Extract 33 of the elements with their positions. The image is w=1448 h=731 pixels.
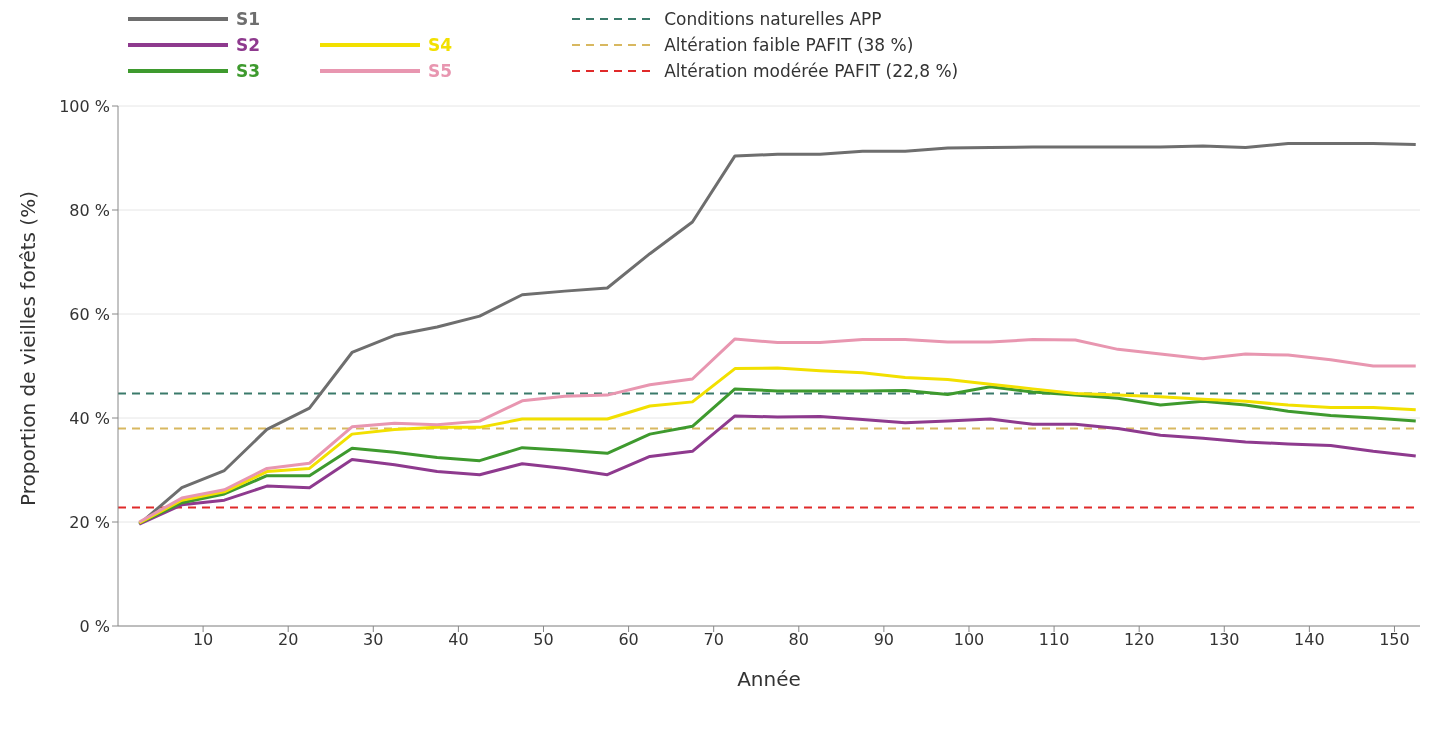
x-tick-label: 130 [1209, 630, 1240, 650]
legend-label: Conditions naturelles APP [664, 9, 882, 29]
text: S5 [428, 61, 453, 81]
x-tick-label: 10 [192, 630, 214, 650]
text: S4 [428, 35, 453, 55]
x-tick-label: 30 [363, 630, 384, 650]
x-tick-label: 100 [953, 630, 985, 650]
x-tick-label: 80 [788, 630, 809, 650]
x-tick-label: 90 [873, 630, 895, 650]
text: S2 [236, 35, 261, 55]
x-axis-title: Année [737, 667, 801, 691]
y-axis-title: Proportion de vieilles forêts (%) [16, 191, 41, 506]
x-tick-label: 40 [448, 630, 469, 650]
x-tick-label: 120 [1123, 630, 1155, 650]
y-tick-label: 0 % [79, 616, 110, 636]
legend-label: Altération faible PAFIT (38 %) [664, 35, 914, 55]
y-tick-label: 100 % [59, 96, 110, 116]
y-tick-label: 40 % [69, 408, 110, 428]
x-tick-label: 20 [278, 630, 299, 650]
text: S1 [236, 9, 261, 29]
line-series [137, 414, 1418, 526]
text: S3 [236, 61, 261, 81]
x-tick-label: 110 [1038, 630, 1070, 650]
x-tick-label: 150 [1379, 630, 1410, 650]
legend-label: Altération modérée PAFIT (22,8 %) [664, 61, 959, 81]
x-tick-label: 140 [1294, 630, 1325, 650]
y-tick-label: 20 % [69, 512, 110, 532]
x-tick-label: 70 [703, 630, 724, 650]
y-tick-label: 60 % [69, 304, 110, 324]
y-tick-label: 80 % [69, 200, 110, 220]
x-tick-label: 60 [618, 630, 639, 650]
line-series [137, 337, 1418, 524]
x-tick-label: 50 [533, 630, 554, 650]
